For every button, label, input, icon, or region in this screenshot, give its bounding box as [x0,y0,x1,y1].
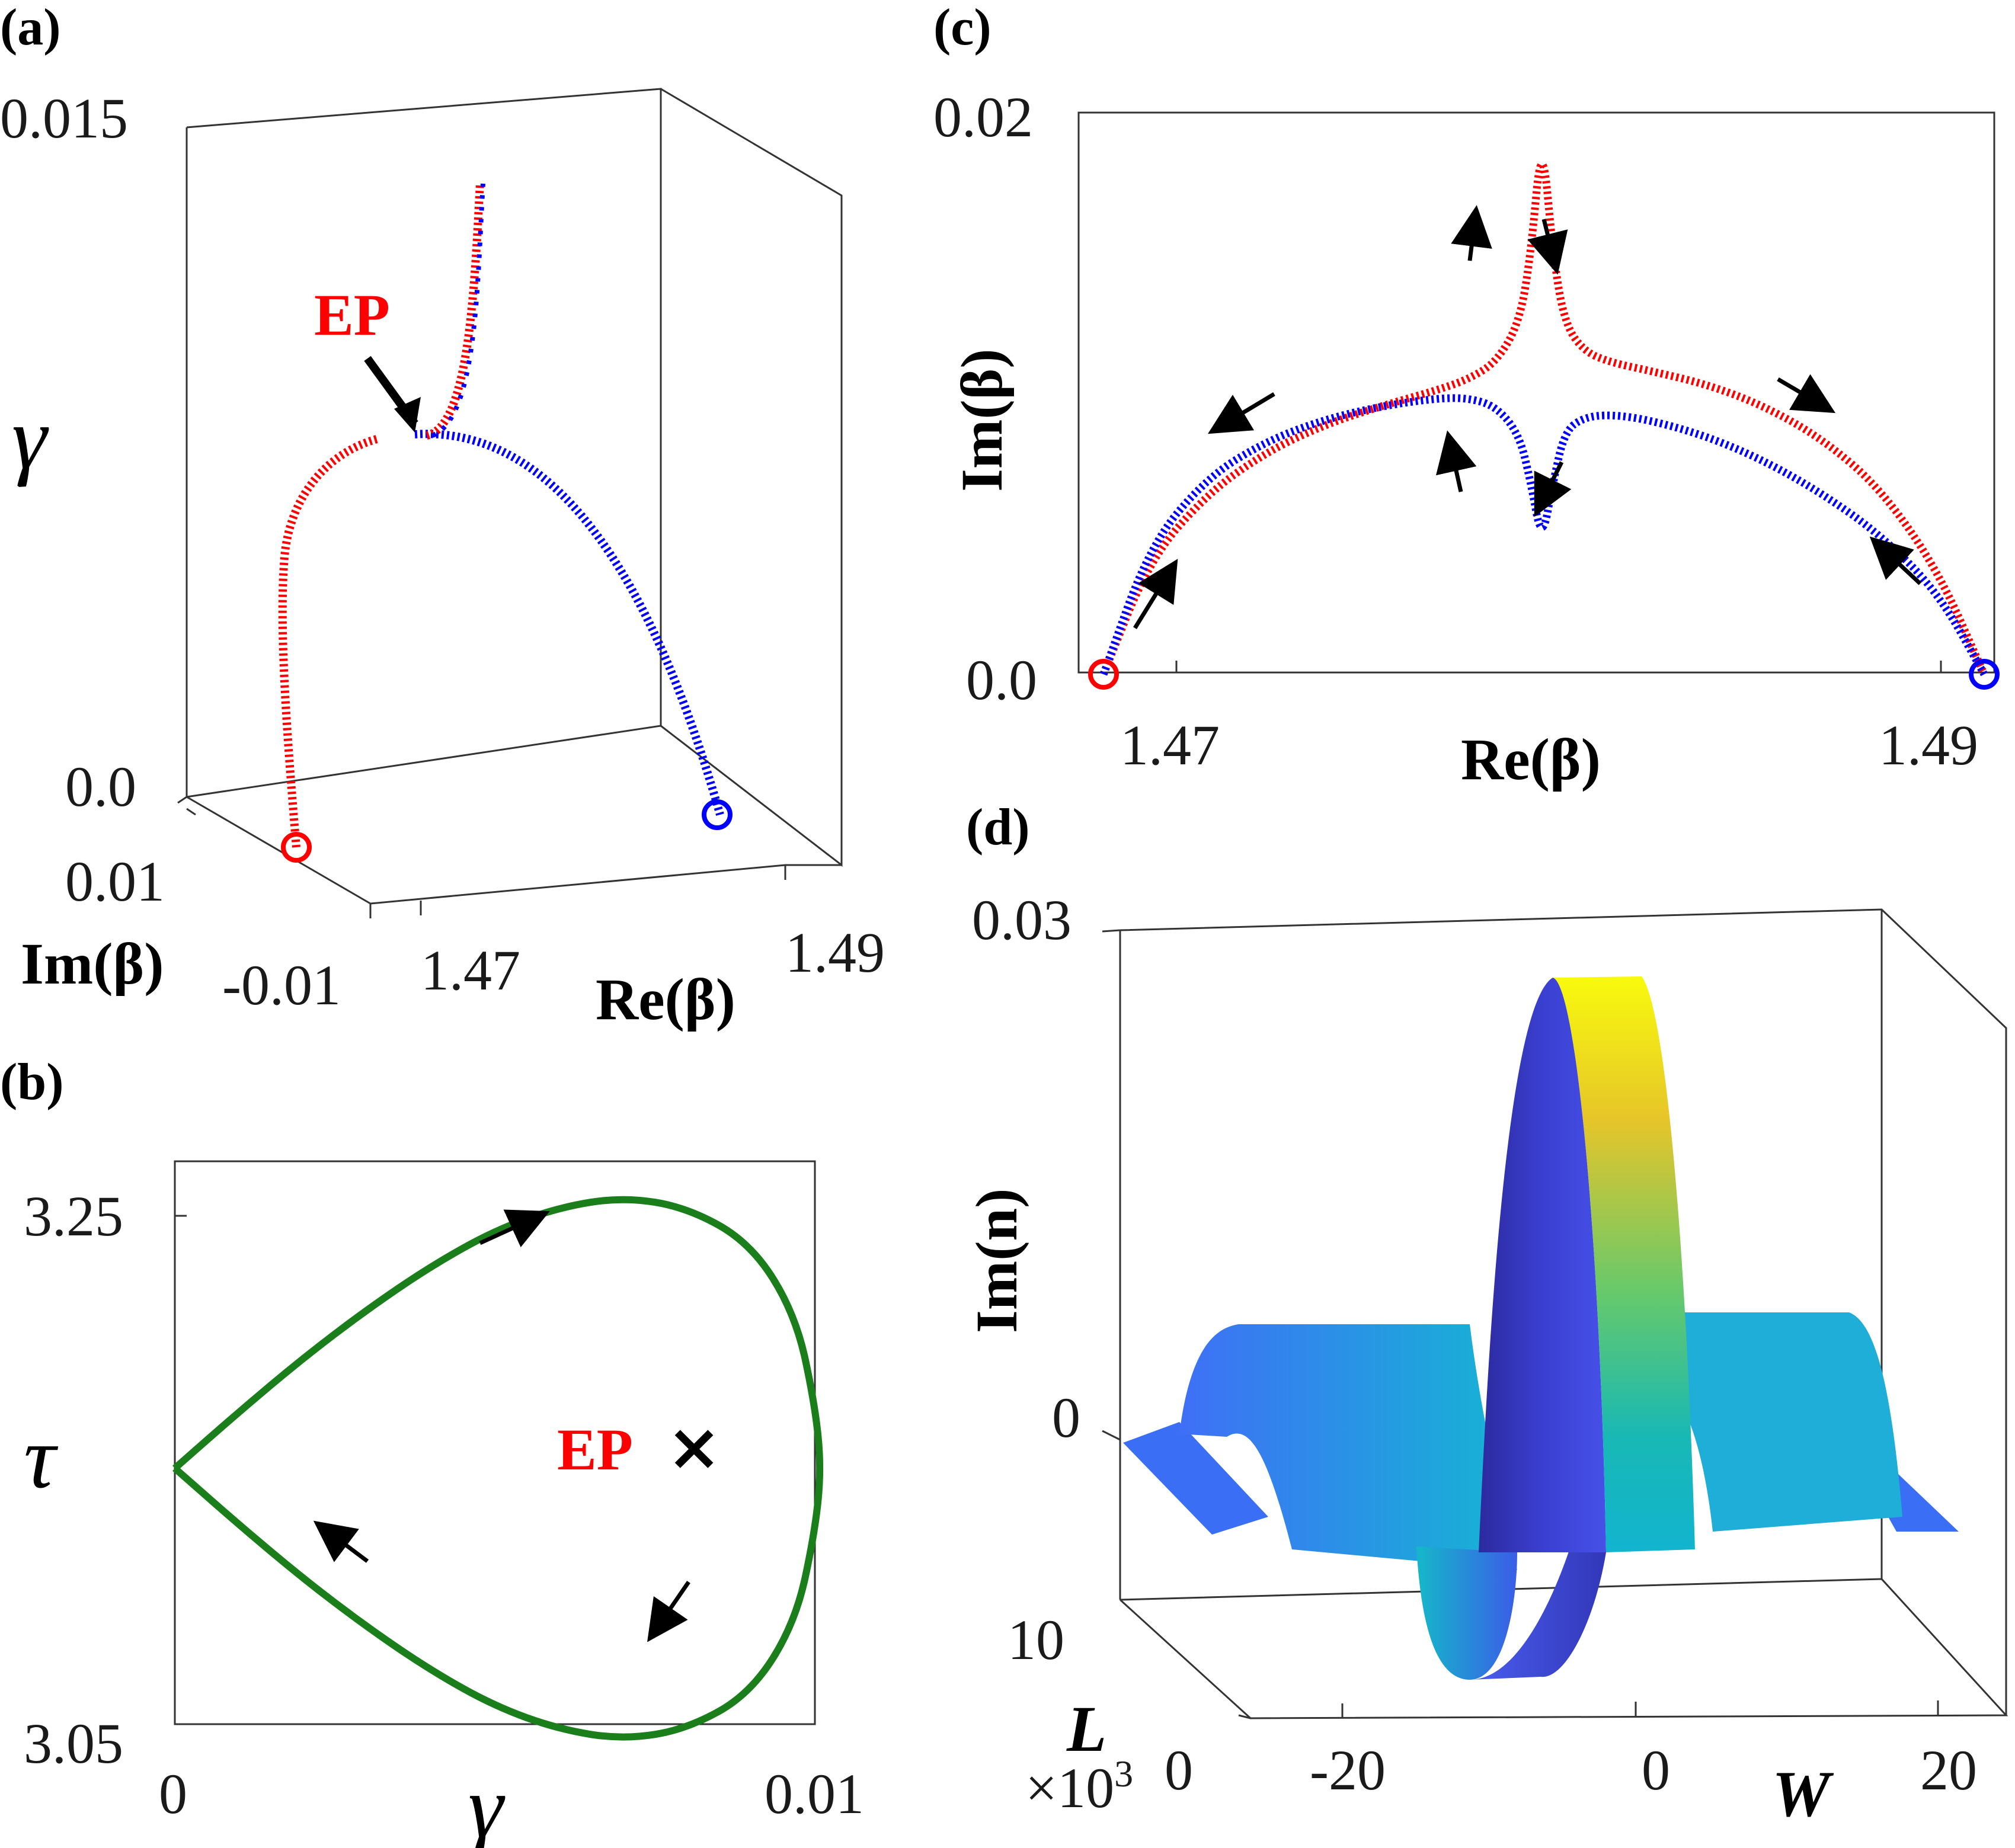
panel-b-xlabel: γ [468,1758,506,1848]
panel-d-zlabel: Im(n) [964,1189,1029,1333]
panel-c-red-marker [1088,659,1119,690]
panel-b-ep-marker: × [667,1409,721,1485]
panel-a-xlabel: Re(β) [596,966,735,1032]
panel-d-xtick-3: 20 [1920,1738,1977,1802]
panel-a: (a) 0.015 0.0 0.01 -0.01 1.47 1.49 γ Im(… [0,0,885,1032]
panel-b: (b) 3.25 3.05 0 0.01 τ γ EP × [0,1053,864,1848]
panel-c-xlabel: Re(β) [1461,726,1601,792]
panel-a-blue-start-marker [702,799,733,830]
panel-d: (d) 0.03 0 10 0 -20 0 20 Im(n) L [964,799,2008,1830]
panel-b-xtick-left: 0 [159,1762,187,1825]
panel-d-multiplier: ×103 [1025,1753,1133,1820]
panel-d-xtick-1: -20 [1310,1738,1386,1802]
panel-a-back-left [186,88,662,798]
panel-d-ylabel: L [1066,1693,1106,1765]
panel-c-red-curve [1099,161,1988,676]
panel-c-arrow-8 [1133,559,1178,629]
panel-c-blue-curve [1099,394,1988,677]
panel-d-surface-peak-front [1479,978,1606,1552]
panel-b-frame [174,1160,816,1725]
panel-d-ytick-bottom: 0 [1165,1738,1193,1802]
panel-c-arrow-6 [1534,461,1572,517]
panel-a-xtick-2: 1.49 [785,921,885,984]
panel-c-ytick-top: 0.02 [933,85,1033,149]
panel-d-label: (d) [966,799,1030,856]
panel-c-frame [1077,111,1995,674]
panel-a-xtick-1: 1.47 [421,939,520,1002]
panel-d-back-right [1120,908,2007,1715]
panel-a-upper-red [425,183,484,440]
panel-c-xtick-2: 1.49 [1879,713,1978,777]
panel-a-ylabel: Im(β) [21,931,164,997]
panel-c-xtick-1: 1.47 [1120,713,1220,777]
panel-b-ytick-bottom: 3.05 [24,1712,123,1775]
panel-d-surface-peak-side [1553,976,1695,1552]
panel-d-ztick-top: 0.03 [972,888,1072,952]
panel-d-surface-left-hump [1179,1324,1517,1570]
panel-a-zlabel: γ [12,389,49,488]
panel-c-arrow-4 [1207,392,1275,434]
panel-a-ytick-bottom: -0.01 [222,953,341,1017]
panel-a-ztick-top: 0.015 [0,87,128,150]
panel-d-multiplier-exp: 3 [1114,1753,1133,1795]
panel-b-loop [172,1196,824,1741]
panel-c-arrow-7 [1869,536,1922,585]
panel-d-floor [1119,1578,2008,1719]
panel-b-ylabel: τ [24,1408,59,1507]
panel-b-arrow-left [313,1520,369,1563]
panel-b-label: (b) [0,1053,64,1111]
panel-a-blue-curve [414,430,724,816]
panel-c-arrow-3 [1777,374,1836,414]
panel-d-multiplier-base: ×10 [1025,1756,1114,1820]
panel-c-ytick-bottom: 0.0 [966,648,1037,712]
panel-d-surface-trough-left [1416,1546,1517,1680]
panel-c-arrow-1 [1451,205,1492,261]
panel-a-back-right [660,88,843,867]
panel-a-ytick-top: 0.01 [65,850,165,913]
panel-d-surface-trough-right [1470,1546,1606,1680]
panel-d-ztick-bottom: 0 [1052,1386,1080,1449]
panel-c-label: (c) [933,0,991,56]
panel-b-ep-label: EP [557,1417,633,1482]
panel-a-ztick-bottom: 0.0 [65,755,136,818]
panel-c-ylabel: Im(β) [949,348,1015,492]
panel-d-xlabel: W [1772,1758,1834,1830]
panel-c-arrow-5 [1435,430,1477,492]
panel-d-ytick-top: 10 [1008,1608,1064,1671]
panel-a-ep-arrowhead [394,397,421,433]
panel-c-arrow-2 [1527,219,1568,275]
panel-b-arrow-bottom [647,1581,690,1642]
panel-b-xtick-right: 0.01 [765,1762,864,1825]
panel-a-red-curve [278,434,380,848]
panel-b-ytick-top: 3.25 [24,1184,123,1248]
panel-d-xtick-2: 0 [1642,1738,1670,1802]
panel-a-label: (a) [0,0,61,56]
panel-d-surface-left-strip [1123,1422,1268,1535]
panel-a-floor [186,796,842,905]
panel-c-blue-marker [1969,659,2000,690]
panel-c: (c) 0.02 0.0 1.47 1.49 Re(β) Im(β) [933,0,2000,792]
panel-a-red-start-marker [281,832,312,863]
panel-b-arrow-top [479,1209,550,1248]
panel-a-ep-label: EP [314,282,390,348]
